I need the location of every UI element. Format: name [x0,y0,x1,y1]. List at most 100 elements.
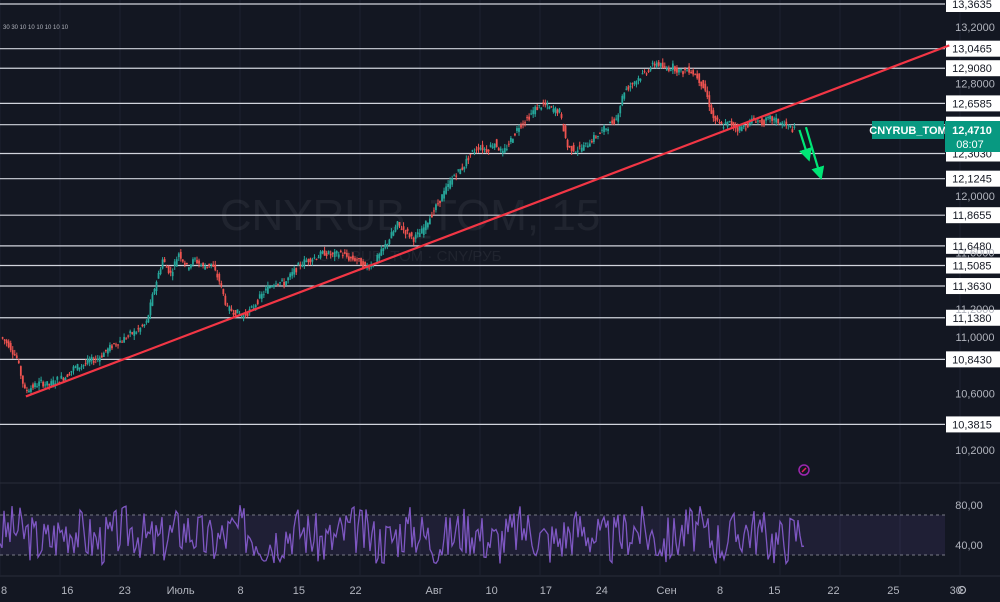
candle-body [566,139,569,148]
candle-body [125,338,128,340]
candle-body [210,263,213,266]
candle-body [17,360,20,364]
candle-body [46,381,49,386]
candle-body [588,143,591,147]
candle-body [631,83,634,85]
candle-body [143,324,146,327]
candle-body [291,271,294,276]
candle-body [609,121,612,124]
candle-body [509,137,512,142]
level-label [946,351,1000,368]
candle-body [273,284,275,287]
time-tick-label: Сен [657,585,677,597]
candle-body [327,251,330,254]
candle-body [228,306,231,311]
candle-body [390,232,393,239]
candle-body [354,258,356,262]
time-axis[interactable]: 8 16 23 Июль 8 15 22 Авг 10 17 24 Сен 8 15 22 25 30 [0,575,1000,597]
candle-body [303,259,306,266]
candle-body [653,63,656,66]
candle-body [129,331,132,334]
candle-body [250,306,253,308]
time-tick-label: 15 [768,585,780,597]
symbol-tag-text: CNYRUB_TOM [869,125,946,137]
candle-body [424,221,427,231]
candle-body [107,348,109,354]
candle-body [455,175,458,177]
candle-body [669,69,672,71]
candle-body [188,267,190,270]
level-label-text: 12,6585 [952,98,992,110]
candle-body [558,108,561,113]
candle-body [175,259,178,267]
candle-body [40,379,42,381]
time-tick-label: 15 [293,585,305,597]
candle-body [623,92,626,99]
candle-body [394,226,397,232]
candle-body [92,360,95,363]
candle-body [350,256,352,259]
candle-body [299,264,302,266]
candle-body [356,259,358,261]
candle-body [295,267,298,273]
candle-body [109,344,111,351]
candle-body [398,222,401,226]
candle-body [439,200,441,204]
candle-body [584,142,587,144]
candle-body [793,126,796,129]
candle-body [30,388,32,392]
candle-body [607,129,609,131]
candle-body [722,127,725,129]
candle-body [171,271,174,277]
candle-body [181,259,184,262]
candle-body [232,313,235,315]
candle-body [28,390,30,393]
candle-body [676,67,678,73]
candle-body [64,377,67,381]
settings-icon[interactable] [957,585,967,595]
candle-body [380,249,383,256]
candle-body [526,117,528,119]
last-price-text: 12,4710 [952,125,992,137]
candle-body [633,82,636,84]
candle-body [420,228,423,234]
candle-body [637,77,640,81]
candle-body [457,169,460,171]
candle-body [149,302,152,316]
candle-body [76,364,79,371]
candle-body [742,125,745,128]
candle-body [777,118,780,124]
candle-body [325,253,328,257]
candle-body [113,343,115,345]
candle-body [477,147,480,150]
price-axis[interactable]: 13,200012,800012,400012,000011,600011,20… [945,0,1000,575]
candle-body [358,258,360,260]
candle-body [331,252,334,255]
candle-body [323,250,326,256]
candle-body [196,259,198,264]
candle-body [499,148,502,151]
candle-body [414,234,417,239]
candle-body [651,62,654,65]
level-label [946,40,1000,57]
trendline-layer [25,44,950,398]
last-price-label [945,121,1000,152]
candle-body [368,267,371,269]
candle-body [19,366,22,376]
candle-body [408,233,411,237]
candle-body [437,203,439,205]
candle-body [360,258,362,266]
candle-body [36,386,38,388]
time-tick-label: 8 [717,585,723,597]
candle-body [564,125,567,138]
candle-body [710,105,713,114]
level-label [946,60,1000,77]
chart-grid [0,0,961,575]
candle-body [117,344,119,346]
candle-body [410,232,413,237]
candle-body [514,133,516,136]
candle-body [321,251,324,254]
replay-icon[interactable] [798,464,810,476]
candle-body [657,62,660,66]
